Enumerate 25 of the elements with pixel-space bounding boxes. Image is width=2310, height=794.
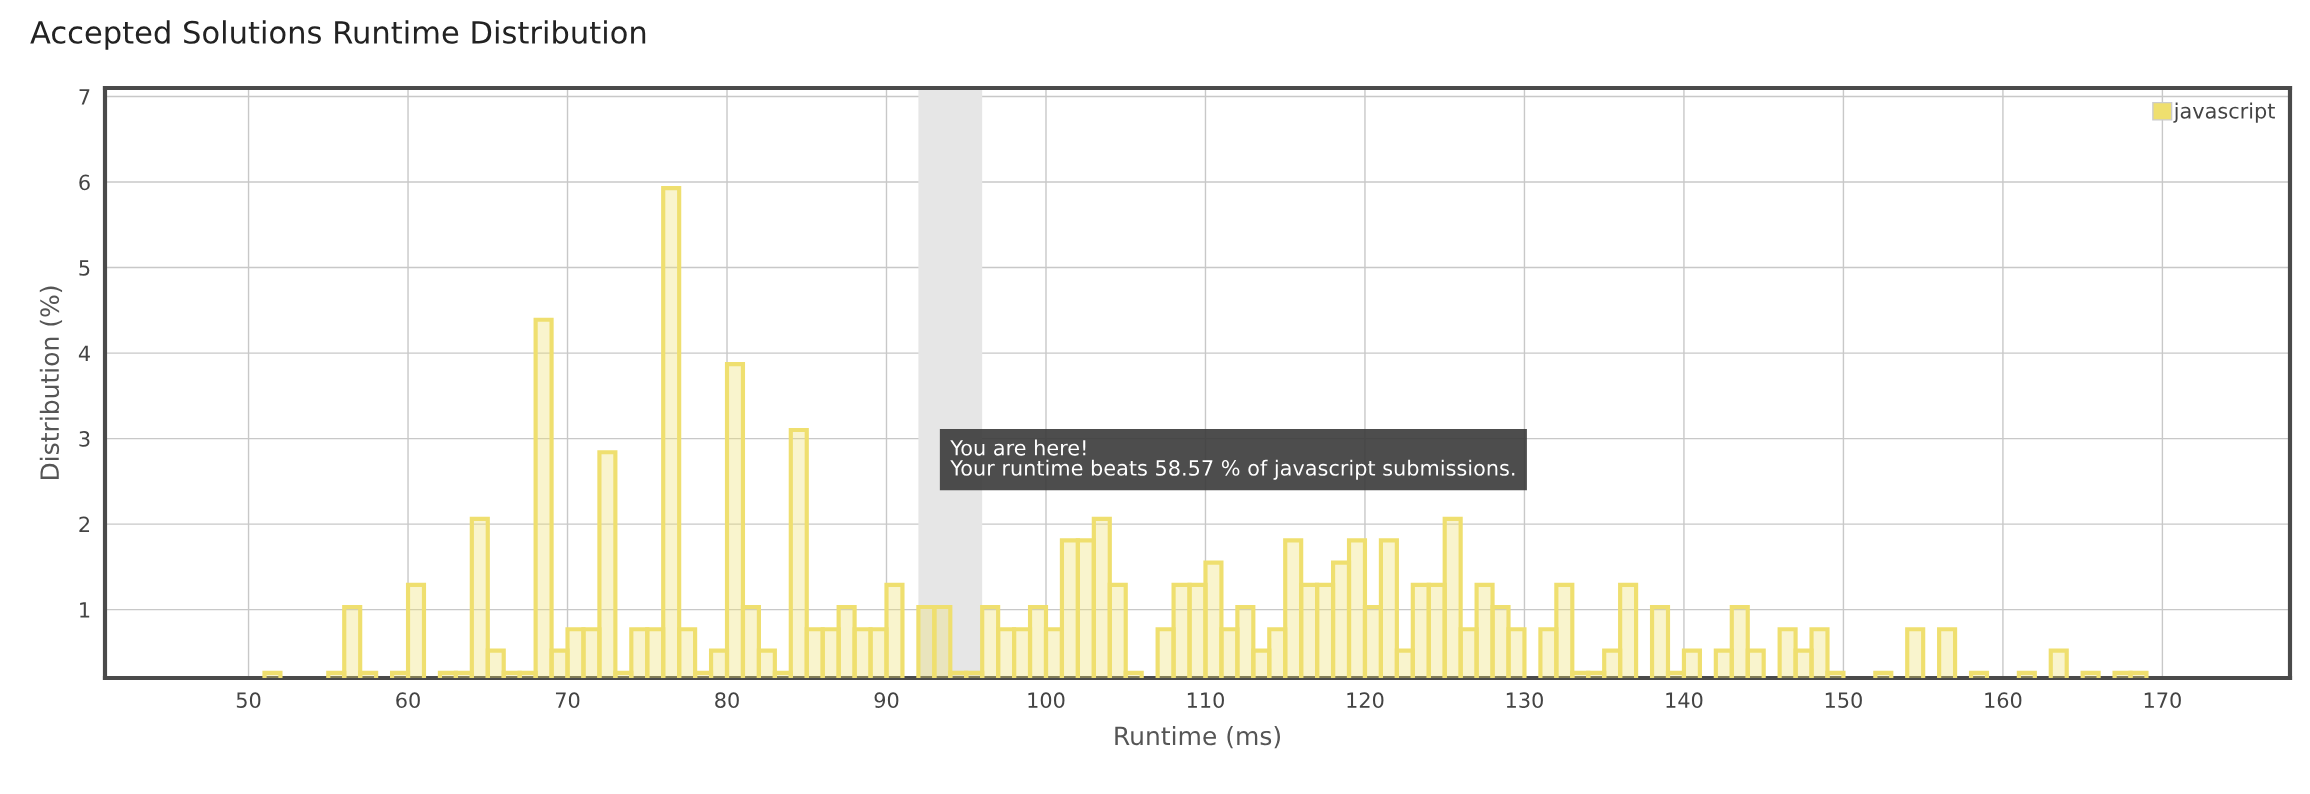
x-tick-label: 150 — [1825, 692, 1862, 709]
x-tick-label: 90 — [874, 692, 899, 709]
y-tick-label: 7 — [79, 89, 90, 105]
legend-label: javascript — [2173, 102, 2275, 123]
x-tick-label: 80 — [715, 692, 739, 709]
y-tick-label: 6 — [79, 174, 90, 191]
y-tick-label: 4 — [78, 345, 90, 361]
x-tick-label: 140 — [1666, 692, 1703, 709]
x-tick-label: 60 — [396, 692, 420, 709]
x-tick-label: 120 — [1347, 692, 1384, 709]
x-tick-label: 160 — [1985, 692, 2022, 709]
x-tick-label: 110 — [1187, 692, 1224, 709]
x-tick-label: 50 — [236, 692, 261, 709]
x-tick-label: 70 — [555, 692, 580, 709]
x-tick-label: 130 — [1506, 692, 1543, 709]
chart-title: Accepted Solutions Runtime Distribution — [30, 20, 646, 50]
x-tick-label: 170 — [2144, 692, 2181, 709]
y-axis-title: Distribution (%) — [39, 286, 63, 480]
y-tick-label: 3 — [79, 431, 90, 447]
y-tick-label: 2 — [79, 516, 90, 532]
x-tick-label: 100 — [1028, 692, 1065, 709]
y-tick-label: 1 — [80, 602, 90, 618]
x-axis-title: Runtime (ms) — [1115, 725, 1280, 749]
y-tick-label: 5 — [79, 260, 90, 276]
annotation: You are here! Your runtime beats 58.57 % of javascript submissions. — [950, 439, 1515, 480]
